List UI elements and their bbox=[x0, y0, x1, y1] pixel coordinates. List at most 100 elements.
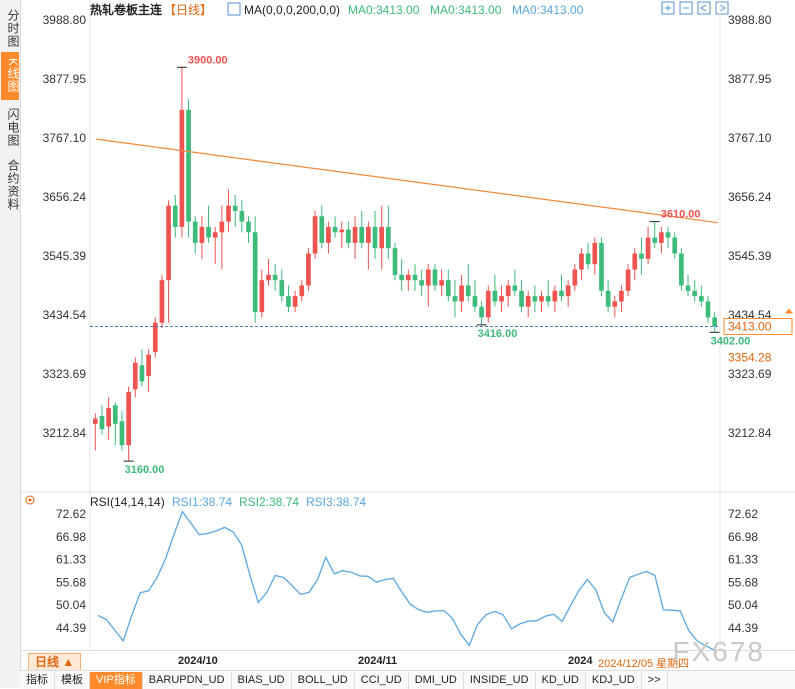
candle[interactable] bbox=[192, 216, 198, 254]
tab-dmi[interactable]: DMI_UD bbox=[409, 671, 464, 689]
candle[interactable] bbox=[272, 264, 278, 291]
candle[interactable] bbox=[612, 296, 618, 318]
candle[interactable] bbox=[439, 269, 444, 297]
candle[interactable] bbox=[679, 248, 684, 291]
candle[interactable] bbox=[605, 280, 611, 313]
candle[interactable] bbox=[552, 285, 558, 313]
candle[interactable] bbox=[665, 226, 671, 249]
ma-settings-icon[interactable] bbox=[227, 2, 241, 16]
candle[interactable] bbox=[699, 285, 704, 307]
candle[interactable] bbox=[639, 237, 644, 275]
candle[interactable] bbox=[659, 226, 664, 254]
candle[interactable] bbox=[286, 285, 291, 313]
candle[interactable] bbox=[219, 205, 225, 270]
expand-icon[interactable] bbox=[661, 1, 675, 15]
tab-indicators[interactable]: 指标 bbox=[20, 671, 55, 689]
candle[interactable] bbox=[632, 248, 638, 281]
candle[interactable] bbox=[432, 264, 438, 291]
candle[interactable] bbox=[579, 248, 584, 281]
candle[interactable] bbox=[392, 242, 398, 281]
candle[interactable] bbox=[99, 405, 105, 435]
tab-templates[interactable]: 模板 bbox=[55, 671, 90, 689]
candle[interactable] bbox=[599, 237, 604, 297]
candle[interactable] bbox=[425, 264, 431, 307]
candle[interactable] bbox=[359, 210, 365, 249]
tab-kd[interactable]: KD_UD bbox=[536, 671, 586, 689]
candle[interactable] bbox=[186, 99, 191, 238]
candle[interactable] bbox=[479, 301, 484, 325]
candle[interactable] bbox=[166, 200, 171, 323]
tab-bias[interactable]: BIAS_UD bbox=[232, 671, 292, 689]
candle[interactable] bbox=[352, 216, 358, 259]
candle[interactable] bbox=[106, 397, 111, 440]
candle[interactable] bbox=[525, 290, 531, 318]
compress-icon[interactable] bbox=[679, 1, 693, 15]
tab-vip-indicators[interactable]: VIP指标 bbox=[90, 671, 143, 689]
candle[interactable] bbox=[199, 216, 205, 259]
candle[interactable] bbox=[405, 269, 411, 291]
candle[interactable] bbox=[512, 269, 518, 297]
left-arrow-icon[interactable] bbox=[697, 1, 711, 15]
candle[interactable] bbox=[459, 274, 464, 313]
tab-cci[interactable]: CCI_UD bbox=[355, 671, 409, 689]
candle[interactable] bbox=[519, 280, 524, 313]
candle[interactable] bbox=[312, 210, 318, 259]
candle[interactable] bbox=[259, 269, 265, 318]
candle[interactable] bbox=[625, 264, 631, 297]
candle[interactable] bbox=[619, 285, 624, 313]
candle[interactable] bbox=[119, 410, 125, 451]
candle[interactable] bbox=[712, 312, 718, 333]
tab-contract-info[interactable]: 合约资料 bbox=[6, 159, 20, 211]
candle[interactable] bbox=[705, 296, 711, 323]
candle[interactable] bbox=[565, 280, 571, 307]
tab-flash-chart[interactable]: 闪电图 bbox=[6, 107, 20, 147]
candle[interactable] bbox=[146, 349, 151, 392]
period-button[interactable]: 日线 ▲ bbox=[28, 653, 82, 671]
tab-barupdn[interactable]: BARUPDN_UD bbox=[143, 671, 232, 689]
chart-area[interactable]: 热轧卷板主连 【日线】 MA(0,0,0,200,0,0) MA0:3413.0… bbox=[20, 0, 795, 650]
candle[interactable] bbox=[652, 221, 658, 249]
candle[interactable] bbox=[279, 269, 285, 302]
candle[interactable] bbox=[232, 195, 238, 227]
candle[interactable] bbox=[499, 285, 504, 313]
candle[interactable] bbox=[465, 264, 471, 302]
candle[interactable] bbox=[545, 280, 551, 307]
candle[interactable] bbox=[485, 285, 491, 323]
candle[interactable] bbox=[246, 216, 251, 243]
candle[interactable] bbox=[226, 189, 231, 233]
candle[interactable] bbox=[672, 232, 678, 259]
candle[interactable] bbox=[292, 290, 298, 313]
rsi-settings-icon[interactable] bbox=[25, 495, 35, 505]
candle[interactable] bbox=[332, 216, 338, 238]
candle[interactable] bbox=[299, 280, 305, 302]
candle[interactable] bbox=[645, 226, 651, 265]
candle[interactable] bbox=[592, 237, 598, 275]
candle[interactable] bbox=[492, 274, 498, 307]
tab-boll[interactable]: BOLL_UD bbox=[292, 671, 355, 689]
tab-kline[interactable]: K线图 bbox=[1, 52, 20, 100]
tab-more[interactable]: >> bbox=[642, 671, 668, 689]
candle[interactable] bbox=[126, 386, 131, 462]
candle[interactable] bbox=[472, 280, 478, 313]
tab-inside[interactable]: INSIDE_UD bbox=[464, 671, 536, 689]
candle[interactable] bbox=[372, 210, 378, 259]
candle[interactable] bbox=[379, 205, 385, 270]
candle[interactable] bbox=[366, 221, 371, 270]
candle[interactable] bbox=[172, 195, 178, 238]
candle[interactable] bbox=[539, 290, 544, 313]
candle[interactable] bbox=[412, 264, 418, 291]
candle[interactable] bbox=[306, 248, 311, 291]
candle[interactable] bbox=[239, 200, 245, 233]
candle[interactable] bbox=[692, 280, 698, 302]
candle[interactable] bbox=[252, 216, 258, 323]
candle[interactable] bbox=[139, 349, 145, 387]
candle[interactable] bbox=[559, 274, 564, 302]
candle[interactable] bbox=[419, 269, 424, 297]
candle[interactable] bbox=[572, 264, 578, 291]
candle[interactable] bbox=[212, 226, 218, 265]
candle[interactable] bbox=[386, 205, 391, 259]
candle[interactable] bbox=[206, 205, 211, 243]
candle[interactable] bbox=[445, 269, 451, 302]
candle[interactable] bbox=[92, 413, 98, 451]
candle[interactable] bbox=[452, 280, 458, 318]
